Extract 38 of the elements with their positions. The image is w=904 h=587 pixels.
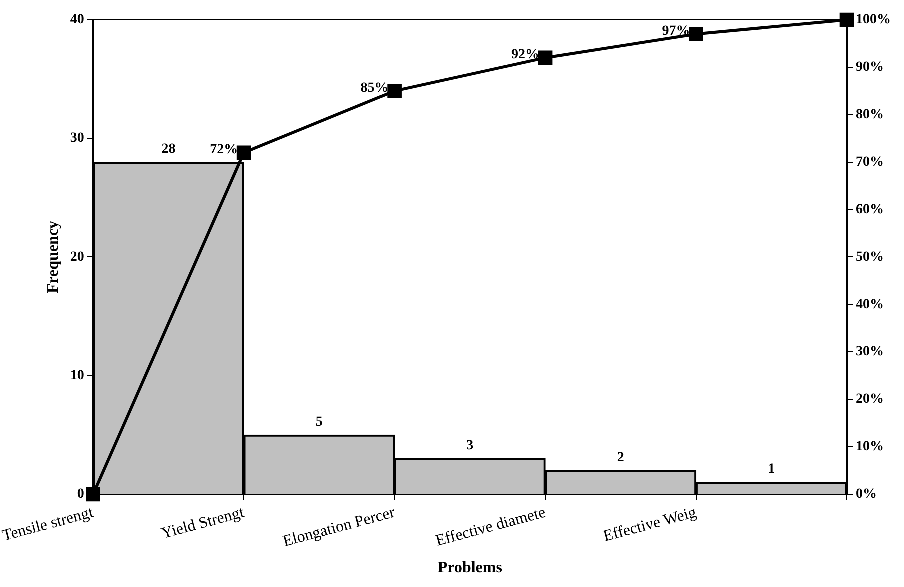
point bbox=[236, 146, 252, 160]
y2-tick-label: 40% bbox=[856, 297, 884, 312]
data-label: 2 bbox=[617, 450, 624, 466]
y2-tick-label: 60% bbox=[856, 202, 884, 218]
data-label: 85% bbox=[360, 80, 389, 96]
point bbox=[388, 84, 402, 98]
point bbox=[86, 487, 100, 502]
x-tick-label: Elongation Percer bbox=[281, 504, 398, 550]
x-tick-label: Yield Strengt bbox=[160, 504, 247, 543]
point bbox=[689, 27, 704, 42]
x-tick-label: Tensile strengt bbox=[0, 504, 96, 545]
data-label: 1 bbox=[768, 462, 776, 478]
data-label: 72% bbox=[210, 142, 238, 158]
y2-tick-label: 10% bbox=[856, 440, 884, 455]
y-tick-label: 10 bbox=[70, 368, 84, 384]
x-axis-title: Problems bbox=[438, 560, 502, 577]
y2-tick-label: 90% bbox=[856, 60, 884, 76]
y2-tick-label: 80% bbox=[856, 108, 884, 123]
y-tick-label: 0 bbox=[77, 487, 84, 502]
data-label: 28 bbox=[162, 142, 176, 157]
y-tick-label: 30 bbox=[70, 131, 84, 146]
data-label: 5 bbox=[316, 414, 323, 430]
y-tick-label: 40 bbox=[70, 12, 84, 28]
y2-tick-label: 100% bbox=[856, 12, 891, 28]
x-tick-label: Effective diamete bbox=[434, 504, 548, 550]
data-label: 3 bbox=[466, 438, 474, 454]
point bbox=[840, 12, 854, 28]
y-tick-label: 20 bbox=[70, 250, 84, 265]
data-label: 92% bbox=[512, 48, 540, 63]
y2-tick-label: 20% bbox=[856, 392, 884, 408]
x-tick-label: Effective Weig bbox=[602, 504, 698, 546]
y2-tick-label: 70% bbox=[856, 154, 884, 170]
y2-tick-label: 50% bbox=[856, 250, 884, 265]
y2-tick-label: 30% bbox=[856, 344, 884, 360]
point bbox=[538, 50, 553, 66]
y-axis-title: Frequency bbox=[44, 220, 62, 294]
data-label: 97% bbox=[662, 24, 690, 39]
y2-tick-label: 0% bbox=[856, 487, 877, 502]
